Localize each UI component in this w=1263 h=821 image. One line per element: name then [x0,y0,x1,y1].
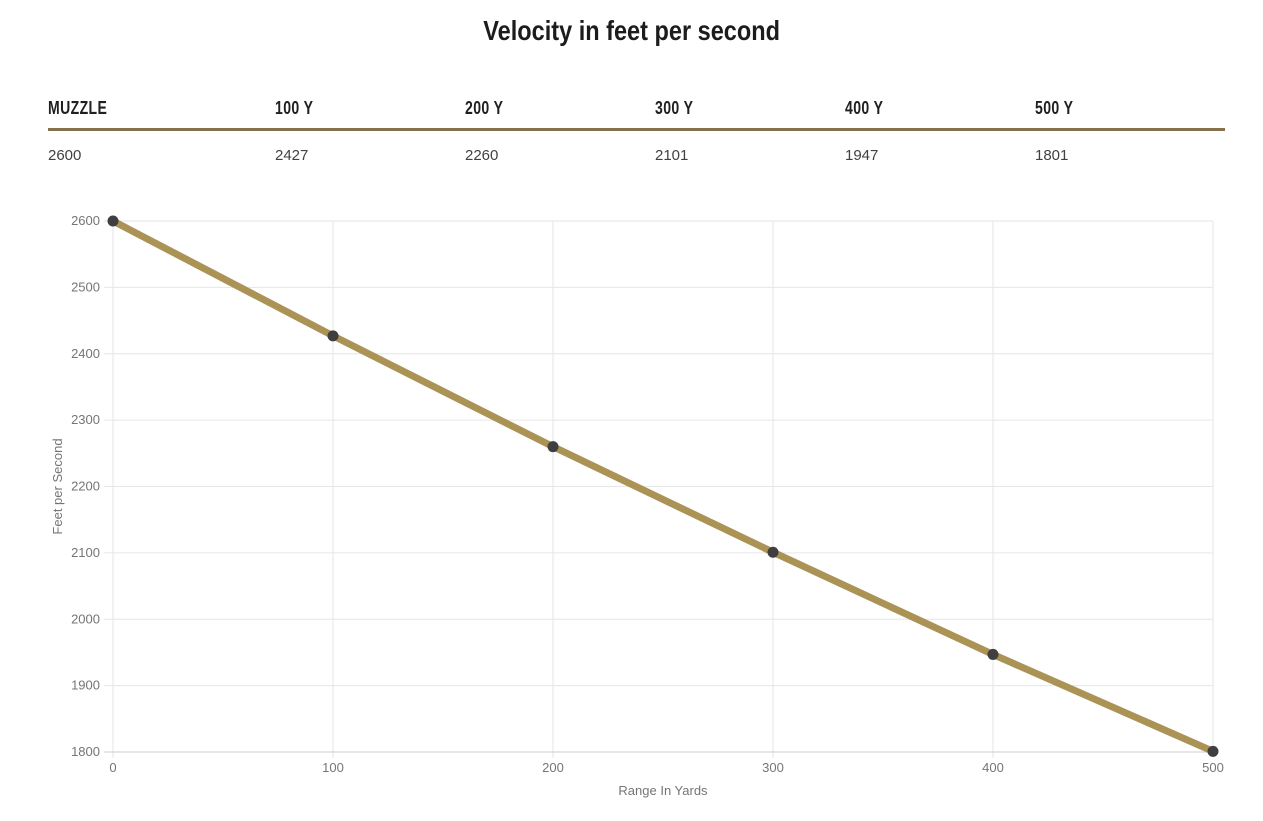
y-tick-label: 2600 [71,213,100,228]
y-tick-label: 2300 [71,412,100,427]
data-point-300y[interactable] [767,546,779,558]
value-100y: 2427 [275,147,309,164]
x-axis-title: Range In Yards [618,783,708,798]
velocity-table-header-row: MUZZLE 100 Y 200 Y 300 Y 400 Y 500 Y [48,98,1225,131]
col-header-100y: 100 Y [275,98,314,118]
data-point-100y[interactable] [327,330,339,342]
x-tick-label: 200 [542,760,564,775]
y-tick-label: 2500 [71,279,100,294]
col-header-muzzle: MUZZLE [48,98,108,118]
data-point-400y[interactable] [987,648,999,660]
value-muzzle: 2600 [48,147,82,164]
y-tick-label: 1900 [71,678,100,693]
velocity-table-value-row: 2600 2427 2260 2101 1947 1801 [48,131,1225,164]
col-header-400y: 400 Y [845,98,884,118]
line-chart-svg: 0 100 200 300 400 500 1800 1900 2000 2100 2200 2300… [50,213,1224,798]
value-500y: 1801 [1035,147,1069,164]
data-point-500y[interactable] [1207,745,1219,757]
value-300y: 2101 [655,147,689,164]
col-header-500y: 500 Y [1035,98,1074,118]
velocity-line [109,217,1217,755]
page-title: Velocity in feet per second [0,14,1263,48]
x-tick-label: 300 [762,760,784,775]
x-tick-label: 100 [322,760,344,775]
y-tick-label: 2200 [71,479,100,494]
y-tick-label: 1800 [71,744,100,759]
value-400y: 1947 [845,147,879,164]
data-point-0y[interactable] [107,215,119,227]
y-axis-title: Feet per Second [50,438,65,534]
x-tick-label: 400 [982,760,1004,775]
y-tick-label: 2400 [71,346,100,361]
col-header-200y: 200 Y [465,98,504,118]
velocity-chart: 0 100 200 300 400 500 1800 1900 2000 2100 2200 2300… [0,194,1263,806]
col-header-300y: 300 Y [655,98,694,118]
x-tick-label: 0 [109,760,116,775]
x-tick-label: 500 [1202,760,1224,775]
page-title-text: Velocity in feet per second [483,15,780,46]
velocity-table: MUZZLE 100 Y 200 Y 300 Y 400 Y 500 Y 260… [48,98,1225,164]
y-tick-label: 2000 [71,611,100,626]
value-200y: 2260 [465,147,499,164]
y-tick-label: 2100 [71,545,100,560]
data-point-200y[interactable] [547,441,559,453]
